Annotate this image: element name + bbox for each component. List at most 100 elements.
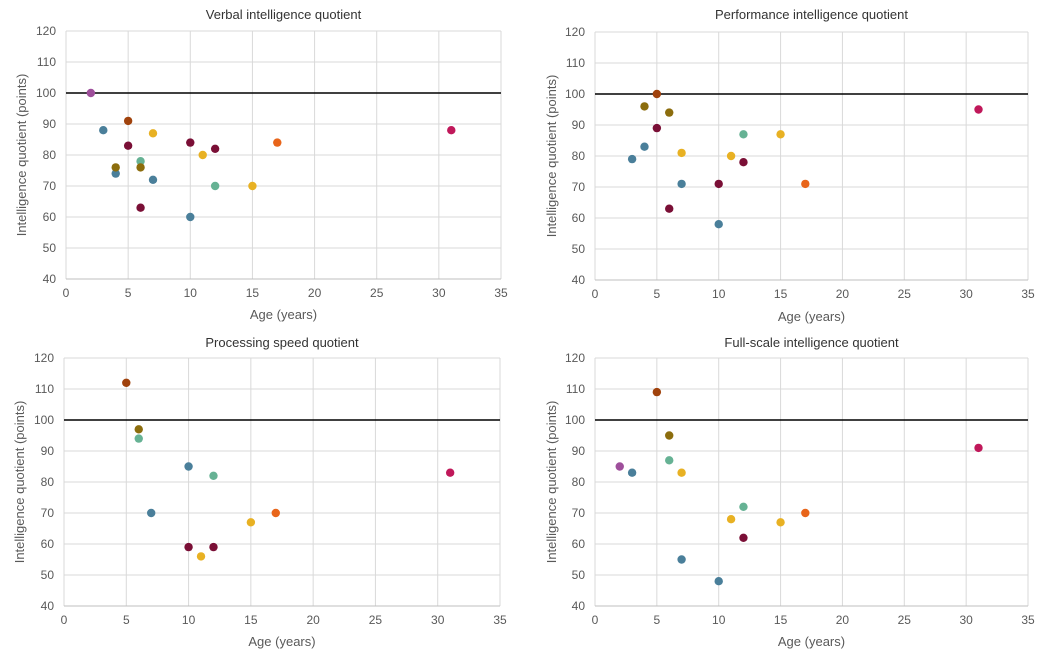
y-axis-label: Intelligence quotient (points) [544, 75, 559, 238]
data-point [184, 542, 193, 552]
data-point [640, 142, 649, 151]
data-point [726, 515, 736, 524]
data-point [652, 387, 662, 397]
y-tick-label: 80 [43, 148, 57, 162]
data-point [726, 151, 736, 161]
data-point [246, 518, 256, 527]
x-tick-label: 30 [431, 613, 445, 627]
data-point [801, 508, 810, 518]
x-tick-label: 10 [712, 613, 726, 627]
y-tick-label: 80 [572, 149, 586, 163]
x-tick-label: 15 [246, 286, 260, 300]
data-point [627, 154, 637, 164]
data-point [677, 148, 686, 158]
data-point [627, 468, 637, 477]
data-point [271, 508, 280, 518]
data-point [739, 158, 748, 167]
data-point [210, 144, 220, 153]
y-tick-label: 110 [566, 56, 585, 70]
y-tick-label: 120 [36, 24, 56, 38]
x-tick-label: 15 [244, 613, 258, 627]
data-point [123, 141, 133, 150]
x-tick-label: 0 [592, 613, 599, 627]
y-tick-label: 50 [41, 568, 55, 582]
y-tick-label: 50 [43, 241, 57, 255]
x-tick-label: 20 [836, 287, 850, 301]
y-axis-label: Intelligence quotient (points) [12, 401, 27, 564]
x-tick-label: 35 [494, 286, 508, 300]
x-tick-label: 5 [123, 613, 130, 627]
chart-processing-svg: Processing speed quotient 40506070809010… [12, 335, 507, 649]
data-point [198, 150, 207, 160]
y-axis-label: Intelligence quotient (points) [14, 74, 29, 237]
y-tick-label: 70 [572, 180, 586, 194]
y-tick-label: 80 [572, 475, 586, 489]
x-tick-label: 35 [493, 613, 507, 627]
x-tick-label: 10 [182, 613, 196, 627]
chart-full-scale-svg: Full-scale intelligence quotient 4050607… [544, 335, 1035, 649]
x-tick-label: 20 [306, 613, 320, 627]
y-tick-label: 90 [572, 444, 586, 458]
data-point [714, 220, 723, 229]
data-point [273, 138, 282, 147]
y-tick-label: 60 [572, 537, 586, 551]
x-axis-label: Age (years) [778, 309, 845, 324]
data-point [776, 518, 785, 527]
y-tick-label: 120 [565, 351, 585, 365]
x-axis-label: Age (years) [250, 307, 317, 322]
data-point [186, 138, 195, 147]
y-tick-label: 60 [43, 210, 57, 224]
data-point [615, 462, 624, 471]
data-point [111, 163, 120, 172]
data-point [739, 502, 748, 511]
y-tick-label: 70 [43, 179, 57, 193]
data-point [714, 179, 723, 189]
x-tick-label: 25 [370, 286, 384, 300]
data-point [134, 425, 143, 434]
data-point [714, 577, 723, 586]
chart-panel-full-scale: Full-scale intelligence quotient 40 50 60 7… [518, 326, 1036, 652]
data-point [136, 163, 145, 172]
y-tick-label: 100 [36, 86, 56, 100]
data-point [677, 555, 686, 564]
y-tick-label: 40 [572, 273, 586, 287]
y-tick-label: 40 [572, 599, 586, 613]
data-point [111, 169, 120, 178]
data-point [801, 179, 810, 189]
data-point [776, 130, 785, 139]
data-point [99, 126, 108, 135]
y-tick-label: 110 [35, 382, 54, 396]
data-point [974, 105, 983, 114]
y-tick-label: 110 [566, 382, 585, 396]
x-tick-label: 15 [774, 287, 788, 301]
data-point [122, 378, 131, 387]
data-point [248, 181, 257, 191]
data-point [739, 533, 748, 542]
y-tick-label: 90 [43, 117, 57, 131]
x-tick-label: 5 [654, 287, 661, 301]
y-tick-label: 110 [37, 55, 56, 69]
chart-title: Verbal intelligence quotient [206, 7, 362, 22]
chart-performance-svg: Performance intelligence quotient 405060… [544, 7, 1035, 324]
y-tick-label: 90 [572, 118, 586, 132]
x-tick-label: 5 [125, 286, 132, 300]
chart-panel-processing: Processing speed quotient 40 50 60 70 80 90 10… [0, 326, 518, 652]
x-tick-label: 25 [898, 287, 912, 301]
y-tick-label: 100 [34, 413, 54, 427]
data-point [148, 175, 158, 184]
y-tick-label: 100 [565, 87, 585, 101]
data-point [184, 462, 193, 471]
data-point [210, 181, 220, 191]
x-axis-label: Age (years) [248, 634, 315, 649]
y-tick-label: 120 [565, 25, 585, 39]
x-tick-label: 15 [774, 613, 788, 627]
y-tick-label: 40 [41, 599, 55, 613]
data-point [134, 434, 143, 443]
chart-title: Performance intelligence quotient [715, 7, 908, 22]
data-point [196, 552, 206, 561]
y-axis-label: Intelligence quotient (points) [544, 401, 559, 564]
x-tick-label: 10 [184, 286, 198, 300]
x-tick-label: 20 [308, 286, 322, 300]
chart-panel-performance: Performance intelligence quotient 40 50 60… [518, 0, 1036, 326]
y-tick-label: 70 [572, 506, 586, 520]
